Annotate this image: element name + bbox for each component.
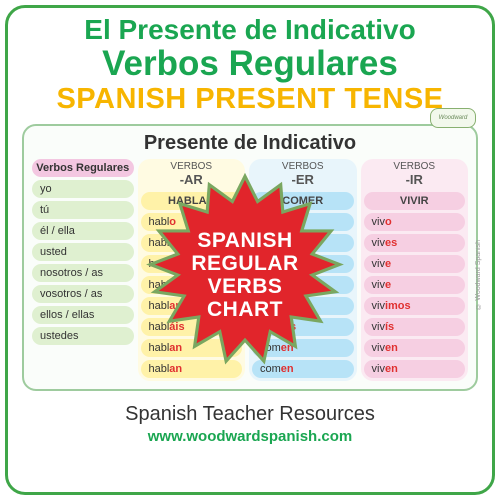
conjugation-pill: vivís [364,318,466,336]
conjugation-pill: hablo [141,213,243,231]
conjugation-pill: vivo [364,213,466,231]
conjugation-pill: hablan [141,339,243,357]
conjugation-pill: hablamos [141,297,243,315]
ar-column-label: VERBOS -AR [141,162,243,189]
pronoun-pill: nosotros / as [32,264,134,282]
conjugation-pill: como [252,213,354,231]
watermark-logo: Woodward [430,108,476,128]
conjugation-pill: comen [252,339,354,357]
conjugation-pill: viven [364,339,466,357]
conjugation-pill: vivimos [364,297,466,315]
conjugation-pill: come [252,276,354,294]
pronoun-pill: ellos / ellas [32,306,134,324]
footer-url: www.woodwardspanish.com [8,428,492,445]
ir-column: VERBOS -IR VIVIR vivo vives vive vive vivimo… [361,159,469,381]
pronoun-header: Verbos Regulares [32,159,134,177]
conjugation-pill: comes [252,234,354,252]
chart-title: Presente de Indicativo [32,132,468,155]
header-line3: SPANISH PRESENT TENSE [16,83,484,116]
conjugation-chart: Presente de Indicativo Verbos Regulares … [22,124,478,391]
footer-line: Spanish Teacher Resources [8,397,492,428]
pronoun-pill: yo [32,180,134,198]
conjugation-pill: coméis [252,318,354,336]
ir-column-label: VERBOS -IR [364,162,466,189]
conjugation-pill: vive [364,255,466,273]
conjugation-pill: vives [364,234,466,252]
pronoun-pill: tú [32,201,134,219]
pronoun-pill: ustedes [32,327,134,345]
er-example: COMER [252,192,354,210]
pronoun-column: Verbos Regulares yo tú él / ella usted nosot… [32,159,134,345]
er-suffix: -ER [292,172,314,187]
conjugation-pill: habla [141,255,243,273]
conjugation-pill: comemos [252,297,354,315]
header: El Presente de Indicativo Verbos Regular… [8,8,492,118]
conjugation-pill: viven [364,360,466,378]
conjugation-pill: habláis [141,318,243,336]
header-line2: Verbos Regulares [16,46,484,83]
conjugation-pill: hablan [141,360,243,378]
card-frame: El Presente de Indicativo Verbos Regular… [5,5,495,495]
watermark-side: © Woodward Spanish [475,240,482,310]
conjugation-pill: comen [252,360,354,378]
ar-suffix: -AR [180,172,203,187]
ir-suffix: -IR [406,172,423,187]
pronoun-pill: él / ella [32,222,134,240]
conjugation-pill: habla [141,276,243,294]
header-line1: El Presente de Indicativo [16,14,484,46]
er-column: VERBOS -ER COMER como comes come come comemo… [249,159,357,381]
conjugation-pill: vive [364,276,466,294]
chart-columns: Verbos Regulares yo tú él / ella usted nosot… [32,159,468,381]
pronoun-pill: usted [32,243,134,261]
ar-example: HABLAR [141,192,243,210]
ar-column: VERBOS -AR HABLAR hablo hablas habla habla h… [138,159,246,381]
conjugation-pill: hablas [141,234,243,252]
er-column-label: VERBOS -ER [252,162,354,189]
ir-example: VIVIR [364,192,466,210]
pronoun-pill: vosotros / as [32,285,134,303]
conjugation-pill: come [252,255,354,273]
